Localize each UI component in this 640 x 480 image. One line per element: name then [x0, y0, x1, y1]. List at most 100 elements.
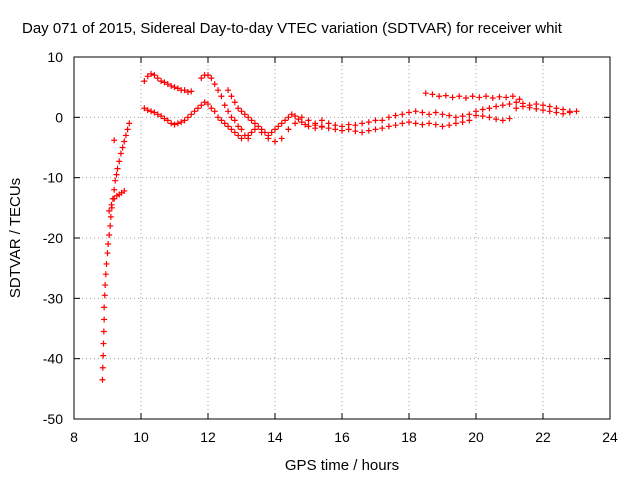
data-point	[221, 120, 228, 127]
x-tick-label: 10	[133, 429, 149, 445]
data-point	[102, 282, 109, 289]
data-point	[100, 352, 107, 359]
data-point	[215, 114, 222, 121]
data-point	[108, 201, 115, 208]
x-axis-title: GPS time / hours	[285, 457, 399, 474]
data-point	[573, 108, 580, 115]
data-point	[225, 123, 232, 130]
data-point	[218, 117, 225, 124]
data-point	[241, 111, 248, 118]
data-point	[509, 93, 516, 100]
data-point	[191, 108, 198, 115]
data-point	[540, 107, 546, 114]
data-point	[251, 126, 258, 133]
data-point	[439, 111, 446, 118]
data-point	[372, 126, 379, 133]
data-point	[426, 120, 433, 127]
data-point	[459, 119, 466, 126]
data-point	[439, 123, 446, 130]
data-point	[225, 87, 232, 94]
data-point	[255, 123, 262, 130]
data-point	[111, 137, 118, 144]
data-point	[379, 125, 386, 132]
data-point	[419, 109, 426, 116]
data-point	[275, 123, 282, 130]
chart-title: Day 071 of 2015, Sidereal Day-to-day VTE…	[22, 20, 563, 37]
data-point	[265, 132, 272, 139]
data-point	[154, 111, 161, 118]
data-point	[121, 187, 128, 194]
data-point	[499, 117, 506, 124]
data-point	[231, 129, 238, 136]
data-point	[104, 250, 111, 257]
data-point	[442, 92, 449, 99]
data-point	[533, 105, 540, 112]
data-point	[432, 109, 439, 116]
data-point	[449, 94, 456, 101]
y-tick-label: -50	[43, 411, 63, 427]
x-tick-label: 24	[602, 429, 618, 445]
data-point	[238, 126, 245, 133]
x-tick-label: 22	[535, 429, 551, 445]
data-point	[292, 120, 299, 127]
x-tick-label: 20	[468, 429, 484, 445]
data-point	[248, 117, 255, 124]
data-point	[235, 105, 242, 112]
data-point	[148, 70, 155, 77]
data-point	[144, 73, 151, 80]
data-point	[305, 117, 312, 124]
y-tick-label: -10	[43, 170, 63, 186]
data-point	[188, 88, 195, 95]
data-point	[513, 105, 520, 112]
data-point	[101, 316, 108, 323]
data-point	[412, 108, 419, 115]
data-point	[318, 123, 325, 130]
data-point	[188, 111, 195, 118]
x-tick-label: 8	[70, 429, 78, 445]
data-point	[201, 99, 208, 106]
data-point	[218, 93, 225, 100]
data-point	[519, 103, 526, 110]
sdtvar-lower-track	[141, 99, 325, 145]
data-point	[466, 117, 473, 124]
data-point	[399, 120, 406, 127]
data-point	[111, 195, 118, 202]
data-point	[506, 101, 513, 108]
y-tick-label: -40	[43, 351, 63, 367]
data-point	[116, 158, 123, 165]
data-point	[352, 122, 359, 129]
sdtvar-middle-track	[225, 87, 513, 139]
data-point	[151, 72, 158, 79]
data-point	[285, 114, 292, 121]
data-point	[124, 126, 131, 133]
data-point	[158, 78, 165, 85]
data-point	[161, 79, 168, 86]
data-point	[107, 213, 114, 220]
data-point	[228, 93, 235, 100]
data-point	[325, 125, 332, 132]
data-point	[473, 108, 479, 115]
data-point	[385, 123, 392, 130]
data-point	[406, 119, 412, 126]
y-axis-title: SDTVAR / TECUs	[7, 178, 24, 298]
data-point	[181, 87, 188, 94]
data-point	[174, 85, 181, 92]
data-point	[318, 117, 325, 124]
data-point	[168, 82, 175, 89]
data-point	[399, 111, 406, 118]
data-point	[164, 81, 171, 88]
data-point	[245, 132, 252, 139]
data-point	[211, 108, 218, 115]
data-point	[422, 90, 429, 97]
data-point	[198, 75, 205, 82]
tick-layer: 8 10 12 14 16 18 20 22 24 -50 -40 -30 -20 -10 0 10	[43, 49, 618, 445]
data-point	[278, 135, 285, 142]
data-point	[168, 120, 175, 127]
data-point	[235, 123, 242, 130]
data-point	[469, 93, 476, 100]
data-point	[198, 102, 205, 109]
data-point	[228, 114, 235, 121]
data-point	[292, 113, 299, 120]
data-point	[446, 122, 453, 129]
data-point	[154, 75, 161, 82]
